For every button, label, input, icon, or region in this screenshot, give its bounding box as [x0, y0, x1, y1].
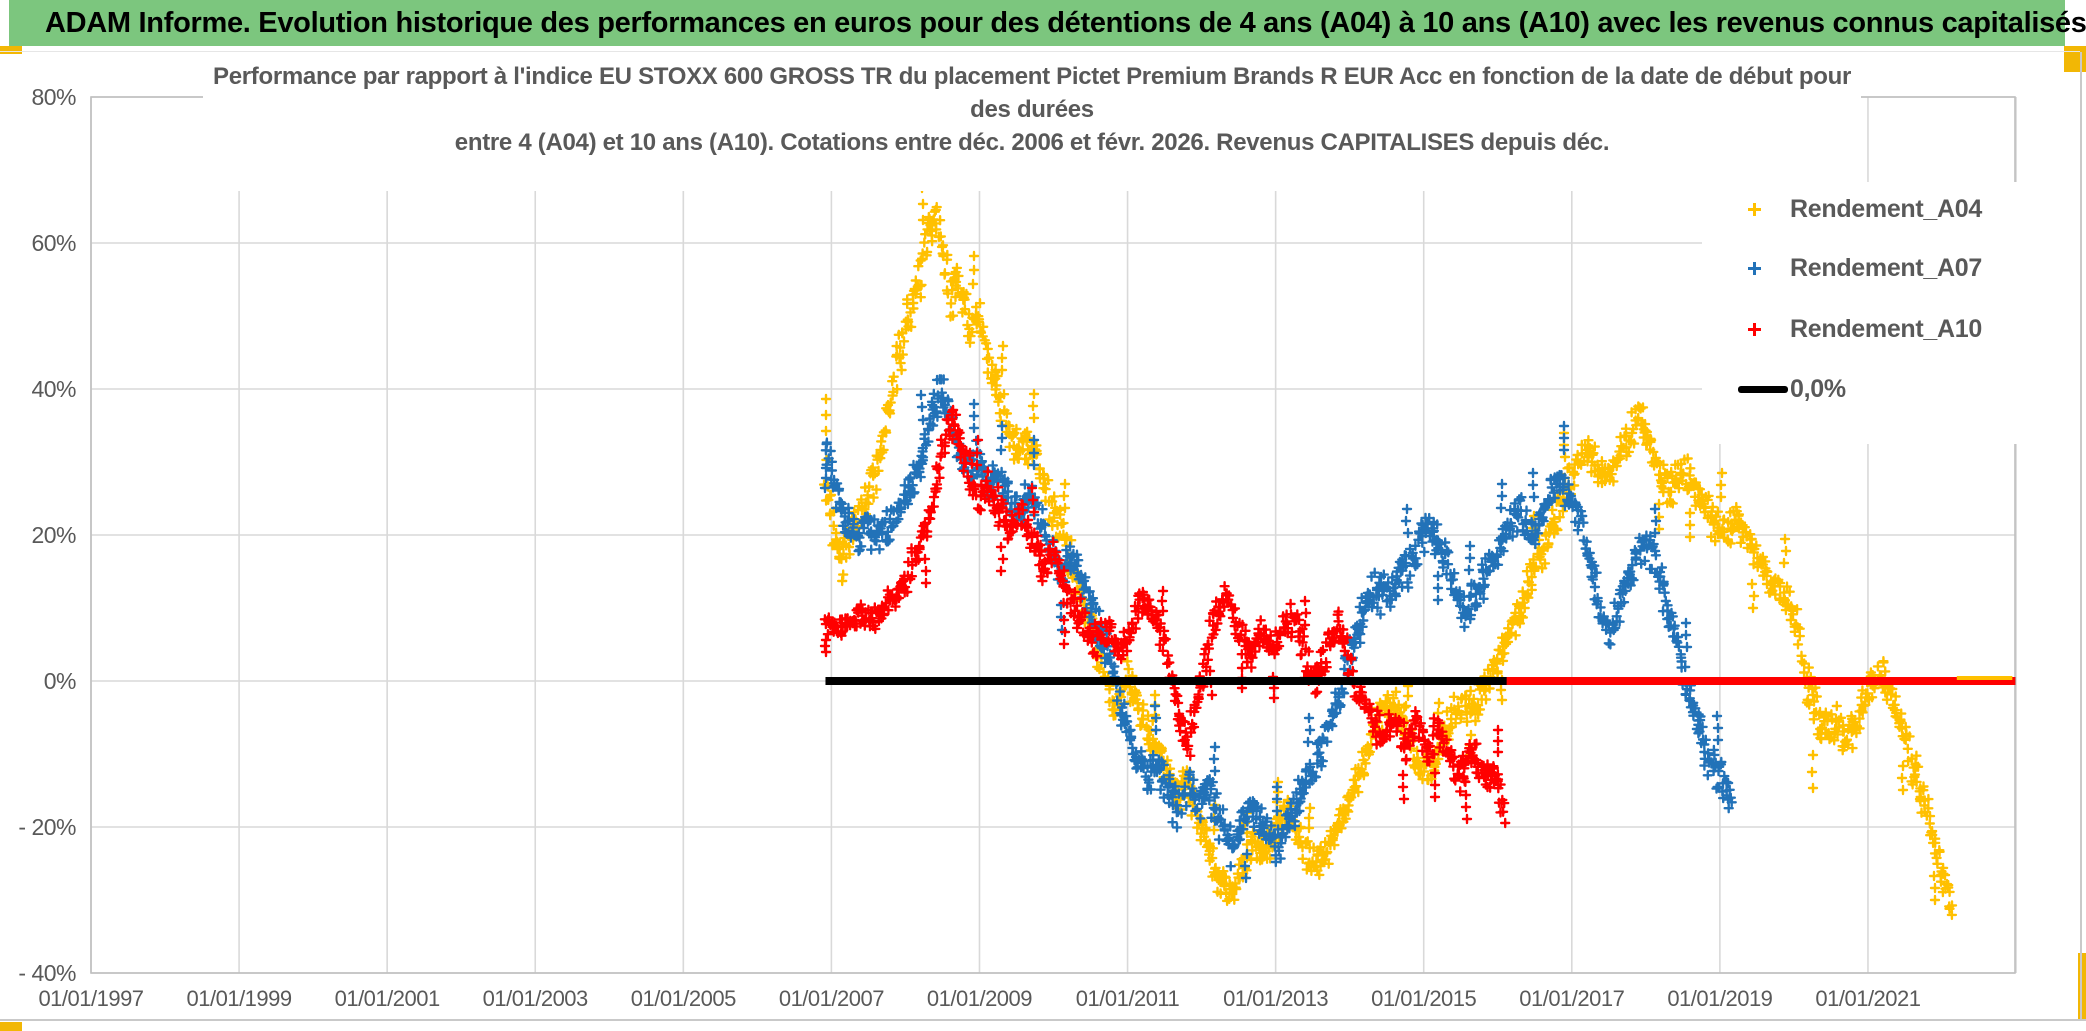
x-axis-tick-label: 01/01/1999 — [186, 986, 293, 1011]
x-axis-tick-label: 01/01/2011 — [1075, 986, 1180, 1011]
sheet-accent-bottom-right — [2078, 953, 2086, 1019]
x-axis-tick-label: 01/01/2009 — [926, 986, 1033, 1011]
x-axis-tick-label: 01/01/2003 — [482, 986, 589, 1011]
legend-label: Rendement_A07 — [1790, 254, 1982, 282]
x-axis-tick-label: 01/01/2015 — [1371, 986, 1477, 1011]
plus-marker-icon — [1748, 323, 1761, 336]
sheet-title-bar: ADAM Informe. Evolution historique des p… — [9, 0, 2086, 46]
chart-title-line-3: entre 4 (A04) et 10 ans (A10). Cotations… — [454, 129, 1610, 156]
y-axis-tick-label: - 40% — [18, 960, 76, 986]
y-axis-tick-label: 20% — [31, 522, 76, 548]
x-axis-tick-label: 01/01/2017 — [1519, 986, 1625, 1011]
y-axis-tick-label: 60% — [31, 230, 76, 256]
plus-marker-icon — [1748, 262, 1761, 275]
legend-label: Rendement_A04 — [1790, 195, 1982, 223]
sheet-accent-bottom-left — [0, 1022, 22, 1031]
x-axis-tick-label: 01/01/2001 — [334, 986, 441, 1011]
chart-area-top-border — [0, 51, 2080, 52]
x-axis-tick-label: 01/01/2005 — [630, 986, 737, 1011]
x-axis-tick-label: 01/01/2007 — [778, 986, 885, 1011]
x-axis-tick-label: 01/01/2019 — [1667, 986, 1773, 1011]
y-axis-tick-label: - 20% — [18, 814, 76, 840]
chart-area-right-border — [2080, 52, 2082, 1020]
y-axis-tick-label: 80% — [31, 84, 76, 110]
series-rendement_a07 — [819, 374, 1737, 884]
legend-label: Rendement_A10 — [1790, 315, 1982, 343]
series-rendement_a10 — [819, 404, 1511, 829]
x-axis-tick-label: 01/01/2013 — [1223, 986, 1329, 1011]
chart-title-line-1: Performance par rapport à l'indice EU ST… — [212, 63, 1852, 90]
y-axis-tick-label: 40% — [31, 376, 76, 402]
chart-area-bottom-border — [0, 1019, 2086, 1021]
legend-item-rendement-a04[interactable]: Rendement_A04 — [1702, 195, 2078, 225]
chart-title: Performance par rapport à l'indice EU ST… — [203, 55, 1861, 191]
sheet-accent-top-left — [0, 46, 22, 54]
legend-item-rendement-a10[interactable]: Rendement_A10 — [1702, 315, 2078, 345]
x-axis-tick-label: 01/01/1997 — [38, 986, 144, 1011]
zero-line-swatch-icon — [1738, 386, 1788, 393]
legend-item-rendement-a07[interactable]: Rendement_A07 — [1702, 254, 2078, 284]
sheet-title-text: ADAM Informe. Evolution historique des p… — [45, 6, 2086, 39]
y-axis-tick-label: 0% — [43, 668, 77, 694]
chart-legend: Rendement_A04 Rendement_A07 Rendement_A1… — [1702, 182, 2078, 444]
plus-marker-icon — [1748, 203, 1761, 216]
x-axis-tick-label: 01/01/2021 — [1815, 986, 1921, 1011]
chart-title-line-2: des durées — [970, 96, 1094, 123]
legend-label: 0,0% — [1790, 375, 1846, 403]
legend-item-zero-line[interactable]: 0,0% — [1702, 375, 2078, 405]
